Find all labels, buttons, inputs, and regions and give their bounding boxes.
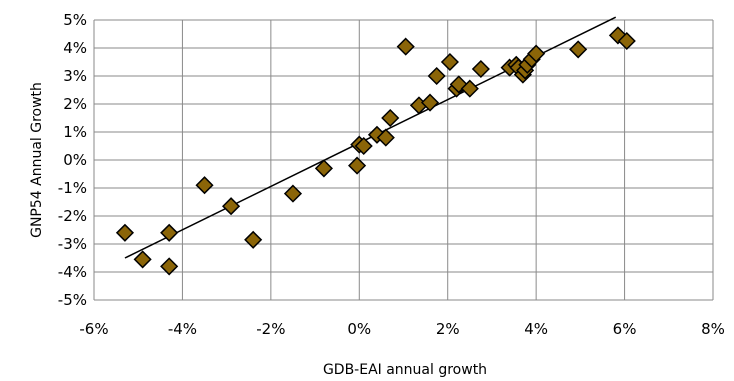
y-tick-label: -5% (58, 291, 87, 309)
x-tick-label: -4% (168, 320, 197, 338)
data-point (354, 136, 373, 156)
x-tick-label: 0% (347, 320, 371, 338)
x-tick-label: 6% (613, 320, 637, 338)
x-tick-label: 2% (436, 320, 460, 338)
data-point (527, 44, 546, 63)
data-point (420, 93, 440, 112)
x-tick-label: 8% (701, 320, 725, 338)
y-tick-label: 1% (63, 123, 87, 141)
data-point (222, 197, 241, 216)
data-point (617, 31, 636, 51)
y-tick-label: -4% (58, 263, 87, 281)
data-point (396, 37, 415, 56)
data-point (244, 230, 263, 249)
y-axis-title: GNP54 Annual Growth (29, 82, 45, 238)
y-tick-label: -1% (58, 179, 87, 197)
data-point (376, 128, 395, 147)
data-point (427, 66, 446, 86)
y-tick-label: 4% (63, 39, 87, 57)
data-point (381, 108, 400, 128)
data-point (314, 159, 333, 178)
data-point (160, 257, 179, 276)
data-point (160, 223, 179, 242)
tick-labels: -6% -4% -2% 0% 2% 4% 6% 8% 5% 4% 3% 2% 1% 0% -1% -2% -3%… (58, 11, 725, 338)
x-tick-label: -6% (79, 320, 108, 338)
data-point (460, 79, 479, 98)
y-tick-label: -2% (58, 207, 87, 225)
x-tick-label: 4% (524, 320, 548, 338)
y-tick-label: -3% (58, 235, 87, 253)
data-point (348, 156, 367, 175)
y-tick-label: 3% (63, 67, 87, 85)
data-point (283, 184, 303, 203)
data-point (569, 40, 588, 59)
data-point (440, 52, 459, 72)
grid-lines (93, 19, 714, 301)
data-point (115, 223, 135, 242)
data-point (195, 176, 214, 195)
x-tick-label: -2% (256, 320, 285, 338)
data-point (133, 250, 152, 269)
y-tick-label: 0% (63, 151, 87, 169)
data-points (115, 26, 636, 276)
y-tick-label: 5% (63, 11, 87, 29)
y-tick-label: 2% (63, 95, 87, 113)
x-axis-title: GDB-EAI annual growth (323, 362, 487, 378)
data-point (471, 59, 490, 79)
